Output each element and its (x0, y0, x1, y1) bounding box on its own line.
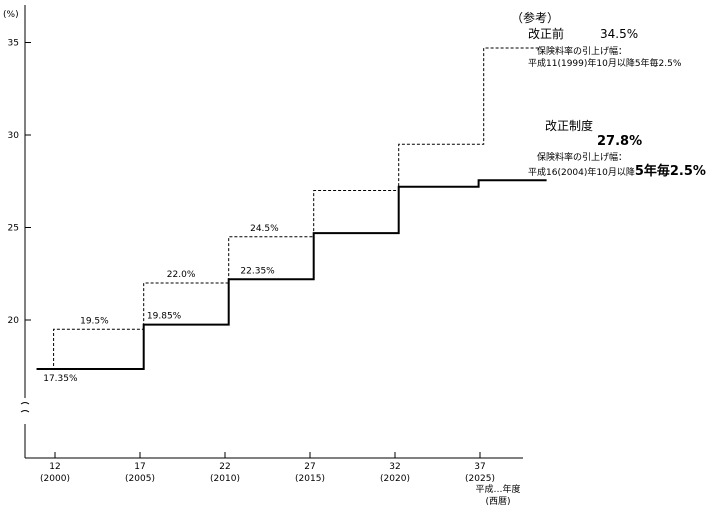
reform-series-line (36, 179, 547, 370)
reform-name: 改正制度 (545, 118, 593, 133)
x-tick-western-1: (2005) (125, 474, 155, 484)
reform-desc-2: 平成16(2004)年10月以降5年毎2.5% (528, 163, 706, 179)
x-tick-era-1: 17 (134, 462, 145, 472)
data-label-0-0: 19.5% (80, 316, 109, 326)
reference-series-line (36, 47, 542, 370)
x-tick-era-0: 12 (49, 462, 60, 472)
x-tick-era-4: 32 (389, 462, 400, 472)
reform-annotation: 改正制度 27.8% 保険料率の引上げ幅： 平成16(2004)年10月以降5年… (528, 118, 706, 179)
data-label-0-2: 24.5% (250, 224, 279, 234)
y-tick-label-1: 25 (8, 224, 19, 234)
reference-annotation: （参考） 改正前 34.5% 保険料率の引上げ幅： 平成11(1999)年10月… (511, 10, 682, 69)
data-label-0-1: 22.0% (167, 270, 196, 280)
x-tick-western-4: (2020) (380, 474, 410, 484)
x-ticks: 12 (2000) 17 (2005) 22 (2010) 27 (2015) 32 (2020)… (40, 452, 495, 484)
data-label-1-2: 22.35% (240, 266, 275, 276)
reform-desc-2-emph: 5年毎2.5% (635, 163, 706, 179)
data-label-1-1: 19.85% (147, 312, 182, 322)
data-labels: 19.5% 22.0% 24.5% 17.35% 19.85% 22.35% (43, 224, 279, 384)
reference-name: 改正前 (528, 26, 564, 41)
reference-value: 34.5% (600, 27, 638, 41)
series-layer (36, 47, 547, 370)
x-tick-era-3: 27 (304, 462, 315, 472)
x-axis-label-line2: (西暦) (485, 496, 510, 507)
x-tick-western-2: (2010) (210, 474, 240, 484)
x-tick-western-0: (2000) (40, 474, 70, 484)
data-label-1-0: 17.35% (43, 374, 78, 384)
x-tick-western-3: (2015) (295, 474, 325, 484)
y-tick-label-0: 20 (8, 316, 20, 326)
reference-heading: （参考） (511, 10, 559, 25)
y-ticks: 20 25 30 35 (8, 39, 31, 326)
reform-desc-1: 保険料率の引上げ幅： (537, 151, 627, 163)
x-tick-era-5: 37 (474, 462, 485, 472)
axis-break-icon (20, 402, 30, 413)
y-tick-label-2: 30 (8, 131, 20, 141)
x-tick-western-5: (2025) (465, 474, 495, 484)
reform-desc-2-prefix: 平成16(2004)年10月以降 (528, 166, 635, 178)
x-axis-label-line1: 平成…年度 (475, 483, 520, 495)
reform-value: 27.8% (597, 134, 642, 149)
y-tick-label-3: 35 (8, 39, 19, 49)
x-tick-era-2: 22 (219, 462, 230, 472)
y-unit-label: (%) (3, 10, 19, 20)
reference-desc-2: 平成11(1999)年10月以降5年毎2.5% (528, 57, 682, 69)
reference-desc-1: 保険料率の引上げ幅： (537, 45, 627, 57)
